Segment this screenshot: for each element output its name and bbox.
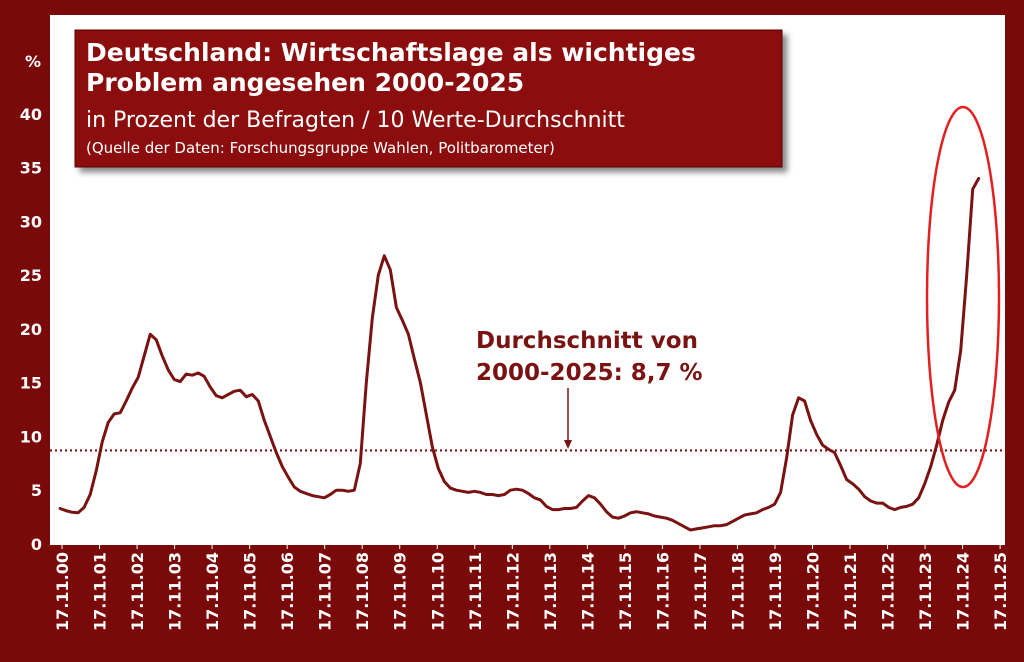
x-tick-label: 17.11.16 (653, 552, 672, 631)
x-tick-label: 17.11.24 (954, 552, 973, 631)
y-tick-label: 10 (20, 427, 42, 446)
y-tick-label: 20 (20, 320, 42, 339)
x-tick-label: 17.11.11 (466, 552, 485, 631)
x-tick-label: 17.11.14 (578, 552, 597, 631)
x-tick-label: 17.11.03 (166, 552, 185, 631)
y-tick-label: 30 (20, 212, 42, 231)
y-tick-label: 35 (20, 159, 42, 178)
x-tick-label: 17.11.25 (991, 552, 1010, 631)
x-tick-label: 17.11.10 (428, 552, 447, 631)
plot (50, 176, 1005, 532)
chart-title: Problem angesehen 2000-2025 (86, 68, 524, 97)
x-tick-label: 17.11.02 (128, 552, 147, 631)
x-tick-label: 17.11.04 (203, 552, 222, 631)
subtitle: in Prozent der Befragten / 10 Werte-Durc… (86, 108, 625, 133)
x-tick-label: 17.11.01 (91, 552, 110, 631)
source: (Quelle der Daten: Forschungsgruppe Wahl… (86, 139, 555, 157)
annotation: 2000-2025: 8,7 % (476, 360, 703, 386)
x-tick-label: 17.11.13 (541, 552, 560, 631)
x-tick-label: 17.11.00 (53, 552, 72, 631)
x-tick-label: 17.11.08 (353, 552, 372, 631)
y-tick-label: 40 (20, 105, 42, 124)
y-axis-label: % (25, 52, 41, 71)
x-tick-label: 17.11.05 (241, 552, 260, 631)
y-tick-label: 5 (31, 481, 42, 500)
y-tick-label: 15 (20, 374, 42, 393)
chart-title: Deutschland: Wirtschaftslage als wichtig… (86, 38, 696, 67)
y-tick-label: 25 (20, 266, 42, 285)
annotation: Durchschnitt von (476, 328, 698, 354)
x-tick-label: 17.11.07 (316, 552, 335, 631)
x-tick-label: 17.11.12 (503, 552, 522, 631)
highlight-ellipse (925, 105, 1001, 489)
x-tick-label: 17.11.17 (691, 552, 710, 631)
data-line (58, 176, 981, 532)
x-tick-label: 17.11.06 (278, 552, 297, 631)
x-tick-label: 17.11.23 (916, 552, 935, 631)
x-tick-label: 17.11.21 (841, 552, 860, 631)
x-tick-label: 17.11.15 (616, 552, 635, 631)
y-tick-label: 0 (31, 535, 42, 554)
x-tick-label: 17.11.18 (728, 552, 747, 631)
x-tick-label: 17.11.22 (879, 552, 898, 631)
arrow-head (564, 440, 572, 449)
x-tick-label: 17.11.09 (391, 552, 410, 631)
x-tick-label: 17.11.19 (766, 552, 785, 631)
title-box (74, 29, 783, 168)
x-tick-label: 17.11.20 (803, 552, 822, 631)
